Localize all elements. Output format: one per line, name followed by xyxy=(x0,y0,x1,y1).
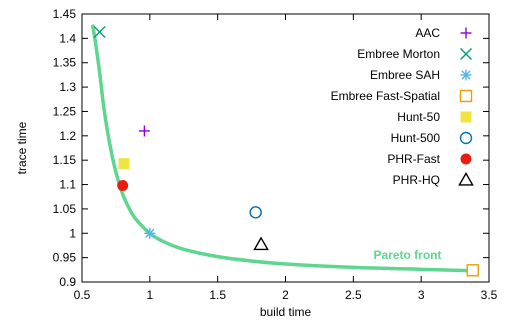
y-axis-label: trace time xyxy=(15,121,29,174)
x-tick-label: 1.5 xyxy=(209,288,226,302)
y-tick-label: 1.45 xyxy=(53,7,77,21)
y-tick-label: 0.9 xyxy=(59,275,76,289)
legend-marker xyxy=(461,70,472,81)
legend-marker xyxy=(461,154,472,165)
y-tick-label: 1.3 xyxy=(59,80,76,94)
data-point-aac xyxy=(139,125,150,136)
legend-label: AAC xyxy=(415,26,440,40)
y-tick-label: 1.1 xyxy=(59,178,76,192)
legend-label: Hunt-500 xyxy=(391,131,441,145)
y-tick-label: 1 xyxy=(69,226,76,240)
y-tick-label: 1.2 xyxy=(59,129,76,143)
legend: AAC Embree Morton Embree SAH Embree Fast-Sp… xyxy=(331,26,473,187)
x-tick-label: 0.5 xyxy=(74,288,91,302)
legend-label: Hunt-50 xyxy=(397,110,440,124)
legend-marker xyxy=(461,133,472,144)
legend-marker xyxy=(459,173,472,185)
legend-label: Embree Morton xyxy=(357,47,440,61)
data-point-embree-sah xyxy=(144,228,155,239)
pareto-front-label: Pareto front xyxy=(374,248,442,262)
x-tick-label: 3 xyxy=(418,288,425,302)
legend-marker xyxy=(461,112,472,123)
y-tick-label: 1.05 xyxy=(53,202,77,216)
y-tick-label: 1.15 xyxy=(53,153,77,167)
data-point-phr-fast xyxy=(117,180,128,191)
data-point-embree-fast-spatial xyxy=(467,265,478,276)
x-tick-label: 1 xyxy=(146,288,153,302)
x-axis-label: build time xyxy=(260,305,312,319)
legend-label: Embree Fast-Spatial xyxy=(331,89,440,103)
data-point-embree-morton xyxy=(94,27,105,38)
legend-label: PHR-HQ xyxy=(393,173,440,187)
x-tick-label: 3.5 xyxy=(481,288,498,302)
data-point-hunt-50 xyxy=(119,158,130,169)
x-tick-label: 2 xyxy=(282,288,289,302)
data-point-phr-hq xyxy=(254,238,267,250)
data-point-hunt-500 xyxy=(250,207,261,218)
y-tick-label: 1.4 xyxy=(59,31,76,45)
legend-label: PHR-Fast xyxy=(387,152,440,166)
legend-label: Embree SAH xyxy=(370,68,440,82)
x-tick-label: 2.5 xyxy=(345,288,362,302)
legend-marker xyxy=(461,91,472,102)
y-tick-label: 1.25 xyxy=(53,104,77,118)
legend-marker xyxy=(461,28,472,39)
legend-marker xyxy=(461,49,472,60)
y-tick-label: 1.35 xyxy=(53,56,77,70)
y-tick-label: 0.95 xyxy=(53,251,77,265)
